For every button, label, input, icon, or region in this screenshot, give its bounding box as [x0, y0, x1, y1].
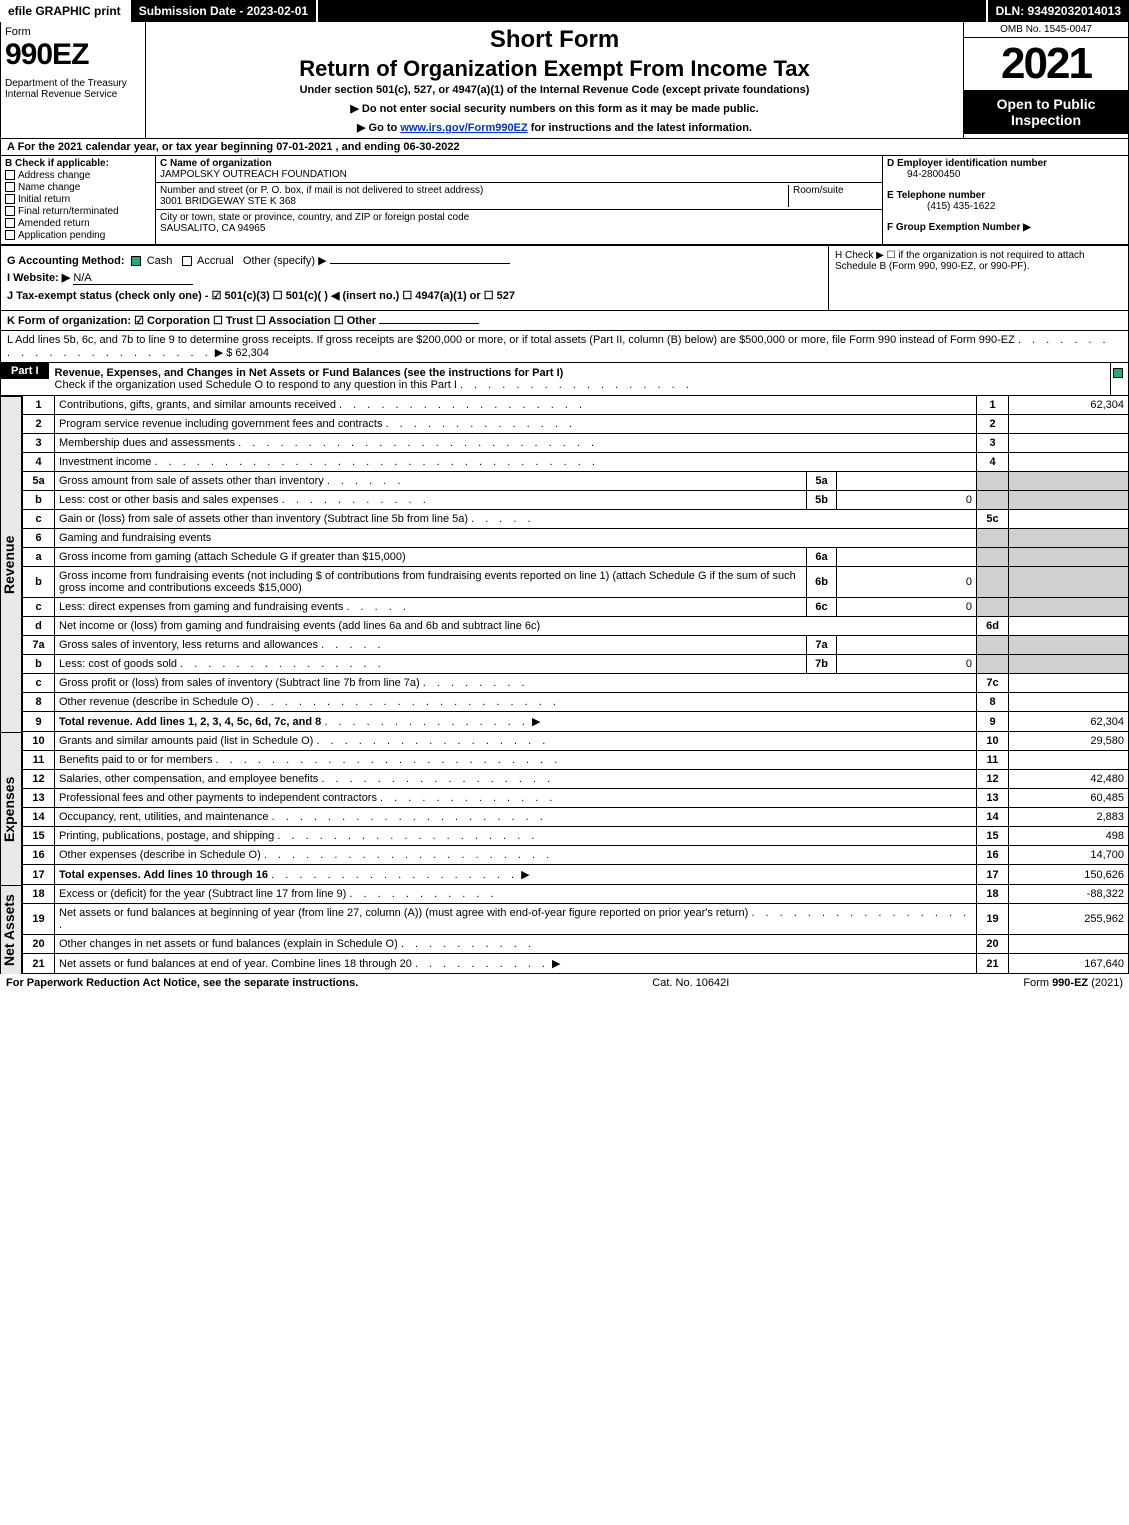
amt-5b: 0 — [837, 491, 977, 510]
amt-13: 60,485 — [1009, 789, 1129, 808]
c-street-label: Number and street (or P. O. box, if mail… — [160, 185, 483, 196]
footer-left: For Paperwork Reduction Act Notice, see … — [6, 977, 358, 989]
org-city: SAUSALITO, CA 94965 — [160, 223, 265, 234]
chk-amended-return[interactable]: Amended return — [5, 218, 151, 229]
amt-10: 29,580 — [1009, 732, 1129, 751]
row-ghij: G Accounting Method: Cash Accrual Other … — [0, 245, 1129, 311]
g-accounting-method: G Accounting Method: Cash Accrual Other … — [7, 254, 822, 267]
chk-final-return[interactable]: Final return/terminated — [5, 206, 151, 217]
amt-3 — [1009, 434, 1129, 453]
header-right: OMB No. 1545-0047 2021 Open to Public In… — [963, 22, 1128, 138]
subtitle: Under section 501(c), 527, or 4947(a)(1)… — [150, 84, 959, 96]
irs-link[interactable]: www.irs.gov/Form990EZ — [400, 122, 527, 134]
j-tax-exempt: J Tax-exempt status (check only one) - ☑… — [7, 289, 822, 302]
amt-8 — [1009, 693, 1129, 712]
footer-catno: Cat. No. 10642I — [652, 977, 729, 989]
submission-date: Submission Date - 2023-02-01 — [131, 0, 318, 22]
topbar: efile GRAPHIC print Submission Date - 20… — [0, 0, 1129, 22]
amt-6c: 0 — [837, 598, 977, 617]
amt-1: 62,304 — [1009, 396, 1129, 415]
goto-instruction: ▶ Go to www.irs.gov/Form990EZ for instru… — [150, 121, 959, 134]
website-value: N/A — [73, 272, 193, 285]
amt-7c — [1009, 674, 1129, 693]
ein-value: 94-2800450 — [907, 169, 960, 180]
chk-cash[interactable] — [131, 256, 141, 266]
form-header: Form 990EZ Department of the Treasury In… — [0, 22, 1129, 139]
gross-receipts-amount: ▶ $ 62,304 — [215, 347, 269, 359]
amt-20 — [1009, 935, 1129, 954]
b-label: B Check if applicable: — [5, 158, 109, 169]
chk-address-change[interactable]: Address change — [5, 170, 151, 181]
revenue-table: 1Contributions, gifts, grants, and simil… — [22, 396, 1129, 732]
amt-19: 255,962 — [1009, 904, 1129, 935]
amt-14: 2,883 — [1009, 808, 1129, 827]
amt-21: 167,640 — [1009, 954, 1129, 974]
room-suite-label: Room/suite — [793, 185, 844, 196]
header-mid: Short Form Return of Organization Exempt… — [146, 22, 963, 138]
public-inspection-badge: Open to Public Inspection — [964, 90, 1128, 134]
amt-2 — [1009, 415, 1129, 434]
tax-year: 2021 — [964, 38, 1128, 90]
c-name-label: C Name of organization — [160, 158, 272, 169]
amt-17: 150,626 — [1009, 865, 1129, 885]
h-schedule-b: H Check ▶ ☐ if the organization is not r… — [828, 246, 1128, 310]
amt-11 — [1009, 751, 1129, 770]
form-word: Form — [5, 26, 141, 38]
part1-header-row: Part I Revenue, Expenses, and Changes in… — [0, 363, 1129, 396]
form-number: 990EZ — [5, 38, 141, 72]
omb-number: OMB No. 1545-0047 — [964, 22, 1128, 38]
footer-right: Form 990-EZ (2021) — [1023, 977, 1123, 989]
row-a-period: A For the 2021 calendar year, or tax yea… — [0, 139, 1129, 156]
page-footer: For Paperwork Reduction Act Notice, see … — [0, 974, 1129, 992]
amt-12: 42,480 — [1009, 770, 1129, 789]
efile-print[interactable]: efile GRAPHIC print — [0, 0, 131, 22]
tel-value: (415) 435-1622 — [927, 201, 995, 212]
chk-application-pending[interactable]: Application pending — [5, 230, 151, 241]
expenses-table: 10Grants and similar amounts paid (list … — [22, 732, 1129, 885]
chk-accrual[interactable] — [182, 256, 192, 266]
netassets-section: Net Assets 18Excess or (deficit) for the… — [0, 885, 1129, 974]
dln: DLN: 93492032014013 — [988, 0, 1129, 22]
part1-tag: Part I — [1, 363, 49, 379]
group-exemption-label: F Group Exemption Number ▶ — [887, 222, 1031, 233]
amt-7b: 0 — [837, 655, 977, 674]
topbar-fill — [318, 0, 987, 22]
org-street: 3001 BRIDGEWAY STE K 368 — [160, 196, 296, 207]
expenses-vlabel: Expenses — [0, 732, 22, 885]
tel-label: E Telephone number — [887, 190, 985, 201]
c-city-label: City or town, state or province, country… — [160, 212, 469, 223]
header-left: Form 990EZ Department of the Treasury In… — [1, 22, 146, 138]
entity-info-row: B Check if applicable: Address change Na… — [0, 156, 1129, 245]
revenue-vlabel: Revenue — [0, 396, 22, 732]
main-title: Return of Organization Exempt From Incom… — [150, 56, 959, 82]
amt-6b: 0 — [837, 567, 977, 598]
amt-15: 498 — [1009, 827, 1129, 846]
amt-4 — [1009, 453, 1129, 472]
org-name: JAMPOLSKY OUTREACH FOUNDATION — [160, 169, 347, 180]
i-website: I Website: ▶ N/A — [7, 271, 822, 285]
amt-5c — [1009, 510, 1129, 529]
amt-9: 62,304 — [1009, 712, 1129, 732]
row-k-org-form: K Form of organization: ☑ Corporation ☐ … — [0, 311, 1129, 331]
dept-label: Department of the Treasury Internal Reve… — [5, 78, 141, 100]
col-b-checkboxes: B Check if applicable: Address change Na… — [1, 156, 156, 244]
ssn-warning: ▶ Do not enter social security numbers o… — [150, 102, 959, 115]
short-form-title: Short Form — [150, 26, 959, 54]
col-c-org: C Name of organization JAMPOLSKY OUTREAC… — [156, 156, 883, 244]
ein-label: D Employer identification number — [887, 158, 1047, 169]
amt-16: 14,700 — [1009, 846, 1129, 865]
part1-title: Revenue, Expenses, and Changes in Net As… — [49, 363, 1110, 395]
netassets-table: 18Excess or (deficit) for the year (Subt… — [22, 885, 1129, 974]
chk-name-change[interactable]: Name change — [5, 182, 151, 193]
revenue-section: Revenue 1Contributions, gifts, grants, a… — [0, 396, 1129, 732]
expenses-section: Expenses 10Grants and similar amounts pa… — [0, 732, 1129, 885]
row-l-gross-receipts: L Add lines 5b, 6c, and 7b to line 9 to … — [0, 331, 1129, 363]
netassets-vlabel: Net Assets — [0, 885, 22, 974]
part1-check[interactable] — [1110, 363, 1128, 395]
amt-18: -88,322 — [1009, 885, 1129, 904]
col-d-ein: D Employer identification number 94-2800… — [883, 156, 1128, 244]
amt-6d — [1009, 617, 1129, 636]
chk-initial-return[interactable]: Initial return — [5, 194, 151, 205]
